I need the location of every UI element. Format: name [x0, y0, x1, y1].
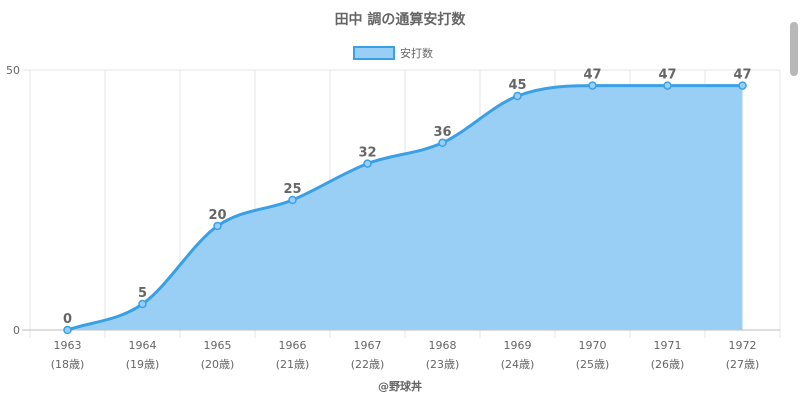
x-tick-label: 1963	[54, 339, 82, 352]
y-tick-label: 0	[13, 324, 20, 337]
x-axis: 1963 (18歳) 1964 (19歳) 1965 (20歳) 1966 (21歳) 1967…	[51, 339, 760, 371]
data-point	[438, 138, 447, 148]
x-tick-sublabel: (27歳)	[726, 358, 760, 371]
data-point	[513, 91, 522, 101]
data-label: 47	[583, 68, 601, 83]
data-points	[63, 81, 747, 335]
scrollbar-thumb[interactable]	[790, 22, 798, 76]
credit-text: @野球丼	[378, 379, 422, 393]
data-label: 47	[658, 68, 676, 83]
x-tick-label: 1970	[579, 339, 607, 352]
x-tick-sublabel: (19歳)	[126, 358, 160, 371]
data-label: 0	[63, 312, 72, 327]
data-label: 32	[358, 146, 376, 161]
data-point	[63, 325, 72, 335]
data-point	[288, 195, 297, 205]
data-label: 5	[138, 286, 147, 301]
data-point	[738, 81, 747, 90]
legend[interactable]: 安打数	[353, 46, 433, 60]
series-area-fill	[67, 85, 743, 330]
x-tick-label: 1968	[429, 339, 457, 352]
y-tick-label: 50	[6, 64, 20, 77]
x-tick-sublabel: (21歳)	[276, 358, 310, 371]
x-tick-sublabel: (18歳)	[51, 358, 85, 371]
data-label: 45	[508, 78, 526, 93]
data-point	[213, 221, 222, 231]
data-point	[588, 81, 597, 90]
x-tick-sublabel: (20歳)	[201, 358, 235, 371]
data-labels: 0 5 20 25 32 36 45 47 47 47	[63, 68, 752, 327]
x-tick-sublabel: (23歳)	[426, 358, 460, 371]
legend-label: 安打数	[400, 46, 433, 60]
data-label: 25	[283, 182, 301, 197]
legend-swatch	[353, 46, 395, 60]
x-tick-sublabel: (26歳)	[651, 358, 685, 371]
x-tick-sublabel: (25歳)	[576, 358, 610, 371]
data-point	[663, 81, 672, 90]
data-label: 47	[733, 68, 751, 83]
data-label: 20	[208, 208, 226, 223]
series-line	[67, 84, 743, 332]
x-tick-label: 1967	[354, 339, 382, 352]
x-tick-label: 1971	[654, 339, 682, 352]
x-tick-label: 1965	[204, 339, 232, 352]
y-axis: 0 50	[6, 64, 20, 337]
x-tick-label: 1964	[129, 339, 157, 352]
chart-title: 田中 調の通算安打数	[335, 11, 467, 28]
x-tick-label: 1969	[504, 339, 532, 352]
x-tick-sublabel: (24歳)	[501, 358, 535, 371]
data-point	[138, 299, 147, 309]
data-label: 36	[433, 125, 451, 140]
x-tick-sublabel: (22歳)	[351, 358, 385, 371]
series-area	[67, 84, 743, 332]
data-point	[363, 159, 372, 168]
x-tick-label: 1972	[729, 339, 757, 352]
x-tick-label: 1966	[279, 339, 307, 352]
